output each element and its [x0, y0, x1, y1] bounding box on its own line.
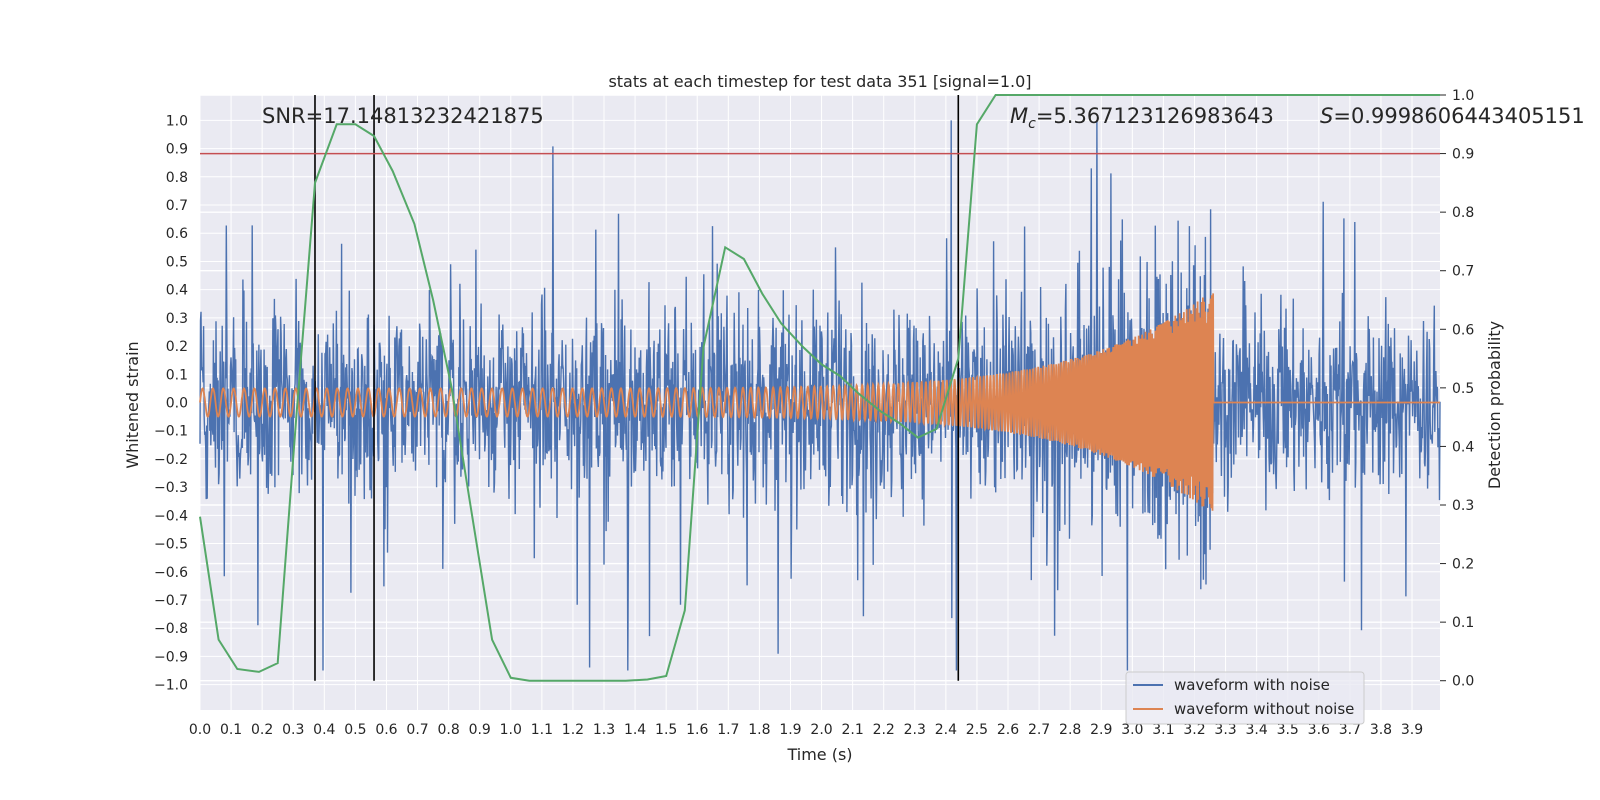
x-tick-label: 1.4	[624, 722, 646, 738]
x-tick-label: 0.4	[313, 722, 335, 738]
x-tick-label: 2.9	[1090, 722, 1112, 738]
chirp-mass-annotation: Mc=5.367123126983643	[1010, 104, 1274, 132]
x-tick-label: 1.3	[593, 722, 615, 738]
x-tick-label: 0.1	[220, 722, 242, 738]
waveform-without-noise-line	[199, 293, 1440, 511]
detection-probability-line	[199, 94, 1440, 682]
y-tick-label: 0.7	[166, 198, 188, 214]
score-value: =0.9998606443405151	[1333, 104, 1584, 128]
y2-axis-label: Detection probability	[1485, 321, 1504, 489]
y-tick-label: 0.6	[166, 226, 188, 242]
y-axis-label: Whitened strain	[123, 341, 142, 468]
x-tick-label: 0.6	[375, 722, 397, 738]
x-tick-label: 1.1	[531, 722, 553, 738]
y2-tick-label: 0.1	[1452, 615, 1474, 631]
legend-label-noisy: waveform with noise	[1174, 676, 1330, 694]
x-tick-label: 3.6	[1308, 722, 1330, 738]
y-tick-label: −0.8	[154, 621, 188, 637]
x-tick-label: 3.2	[1183, 722, 1205, 738]
series-waveform-with-noise	[199, 120, 1441, 671]
y2-tick-label: 0.9	[1452, 147, 1474, 163]
y2-tick-label: 0.6	[1452, 322, 1474, 338]
score-annotation: S=0.9998606443405151	[1320, 104, 1585, 128]
y2-tick-label: 0.2	[1452, 557, 1474, 573]
x-tick-label: 2.3	[904, 722, 926, 738]
x-tick-label: 0.7	[406, 722, 428, 738]
y-tick-label: −0.9	[154, 649, 188, 665]
y-tick-label: 0.5	[166, 254, 188, 270]
x-tick-label: 1.6	[686, 722, 708, 738]
x-tick-label: 0.9	[469, 722, 491, 738]
x-tick-label: 0.5	[344, 722, 366, 738]
series-detection-probability	[199, 94, 1440, 682]
x-tick-label: 2.4	[935, 722, 957, 738]
score-symbol: S	[1320, 104, 1333, 128]
y2-tick-label: 0.8	[1452, 205, 1474, 221]
x-tick-label: 3.5	[1277, 722, 1299, 738]
legend-box	[1125, 671, 1365, 725]
x-tick-label: 3.4	[1246, 722, 1268, 738]
y-tick-label: −0.7	[154, 593, 188, 609]
x-tick-label: 1.9	[779, 722, 801, 738]
x-tick-label: 1.2	[562, 722, 584, 738]
y-tick-label: 0.3	[166, 311, 188, 327]
x-tick-label: 3.1	[1152, 722, 1174, 738]
legend: waveform with noise waveform without noi…	[1125, 671, 1365, 725]
x-tick-label: 2.7	[1028, 722, 1050, 738]
x-tick-label: 3.8	[1370, 722, 1392, 738]
y-tick-label: −0.4	[154, 508, 188, 524]
x-tick-label: 0.3	[282, 722, 304, 738]
x-tick-label: 2.2	[873, 722, 895, 738]
y2-tick-label: 1.0	[1452, 88, 1474, 104]
y-tick-label: 1.0	[166, 113, 188, 129]
x-tick-label: 0.2	[251, 722, 273, 738]
x-tick-label: 1.5	[655, 722, 677, 738]
y-tick-label: 0.4	[166, 283, 188, 299]
y-tick-label: 0.2	[166, 339, 188, 355]
y2-tick-label: 0.7	[1452, 264, 1474, 280]
x-tick-label: 2.0	[810, 722, 832, 738]
x-tick-label: 3.9	[1401, 722, 1423, 738]
legend-label-clean: waveform without noise	[1174, 700, 1354, 718]
x-tick-label: 3.3	[1214, 722, 1236, 738]
chirp-mass-subscript: c	[1028, 116, 1036, 132]
y2-tick-label: 0.0	[1452, 674, 1474, 690]
x-tick-label: 0.0	[189, 722, 211, 738]
x-tick-label: 1.8	[748, 722, 770, 738]
x-tick-label: 2.6	[997, 722, 1019, 738]
x-axis-label: Time (s)	[786, 745, 852, 764]
y-tick-label: −0.2	[154, 452, 188, 468]
x-tick-label: 2.8	[1059, 722, 1081, 738]
x-tick-label: 3.0	[1121, 722, 1143, 738]
series-waveform-without-noise	[199, 293, 1440, 511]
snr-annotation: SNR=17.14813232421875	[262, 104, 544, 128]
x-tick-label: 2.1	[841, 722, 863, 738]
chirp-mass-symbol: M	[1010, 104, 1028, 128]
y-tick-label: 0.8	[166, 170, 188, 186]
x-tick-label: 3.7	[1339, 722, 1361, 738]
y-tick-label: −1.0	[154, 678, 188, 694]
x-tick-label: 1.7	[717, 722, 739, 738]
y-tick-label: −0.5	[154, 537, 188, 553]
y-tick-label: −0.3	[154, 480, 188, 496]
y-tick-label: 0.9	[166, 142, 188, 158]
y-tick-label: −0.6	[154, 565, 188, 581]
y-tick-label: 0.0	[166, 396, 188, 412]
y2-tick-label: 0.5	[1452, 381, 1474, 397]
chart-title: stats at each timestep for test data 351…	[608, 72, 1031, 91]
y2-tick-label: 0.3	[1452, 498, 1474, 514]
chirp-mass-value: =5.367123126983643	[1036, 104, 1274, 128]
x-tick-label: 1.0	[500, 722, 522, 738]
waveform-with-noise-line	[199, 120, 1441, 671]
x-tick-label: 0.8	[437, 722, 459, 738]
x-tick-label: 2.5	[966, 722, 988, 738]
y-tick-label: 0.1	[166, 367, 188, 383]
axis-ticks: 0.0 0.1 0.2 0.3 0.4 0.5 0.6 0.7 0.8 0.9 1.0 1.1 1.2 1…	[154, 88, 1474, 738]
y2-tick-label: 0.4	[1452, 439, 1474, 455]
y-tick-label: −0.1	[154, 424, 188, 440]
